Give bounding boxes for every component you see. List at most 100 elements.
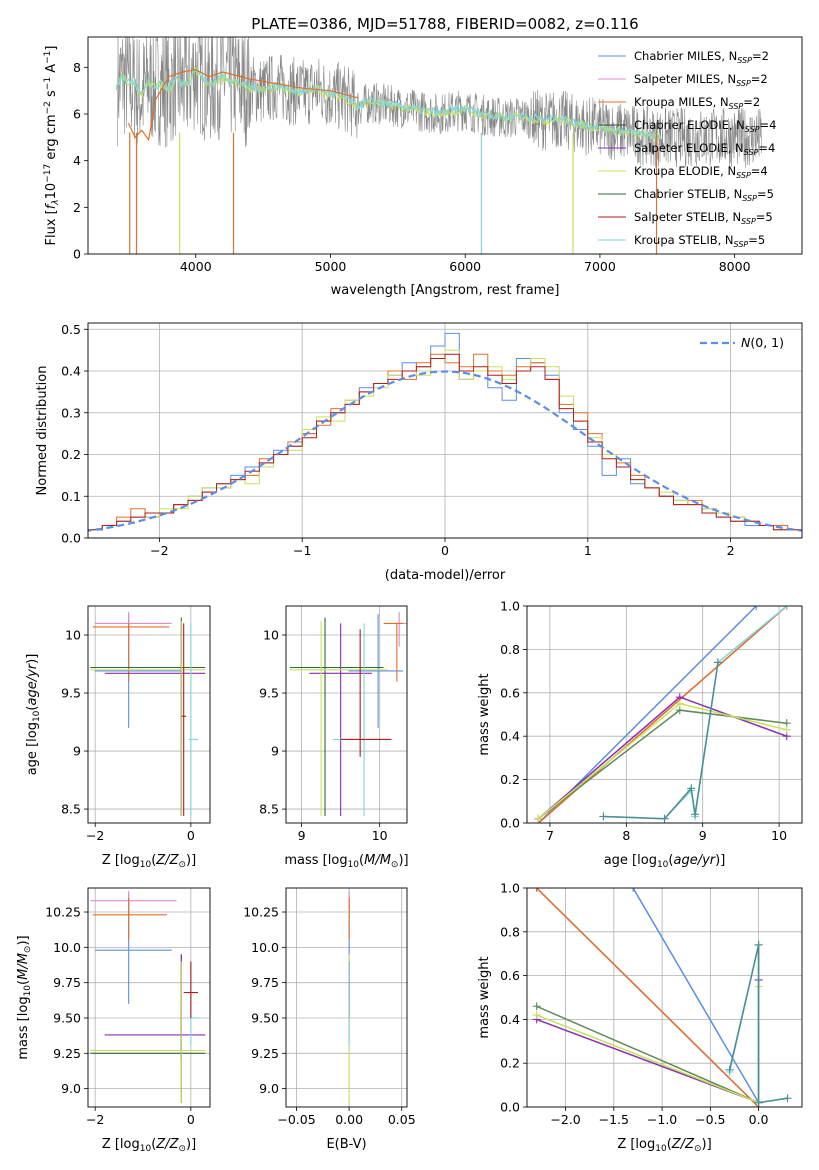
series-line [536,888,760,1107]
legend-text: Chabrier STELIB, N [634,187,742,201]
label-part: 10 [657,860,669,870]
plot-area [289,611,407,817]
label-part: erg cm [44,114,59,163]
spectrum-model-line [127,69,358,142]
label-part: ⊙ [178,1144,186,1154]
figure-title: PLATE=0386, MJD=51788, FIBERID=0082, z=0… [251,15,638,33]
label-part: 10 [348,860,360,870]
legend-entry: Salpeter MILES, NSSP=2 [634,72,768,88]
y-tick-label: 0.0 [500,1100,520,1115]
y-tick-label: 10 [263,628,279,643]
legend-sub: SSP [729,102,744,111]
legend-sub: SSP [737,56,752,65]
spectrum-model-line [115,68,662,142]
x-axis-label: (data-model)/error [385,568,506,583]
x-tick-label: 0.00 [335,1112,363,1127]
x-tick-label: 7 [546,828,554,843]
y-tick-label: 4 [73,153,81,168]
y-tick-label: 8.5 [259,802,279,817]
y-tick-label: 9 [271,744,279,759]
x-tick-label: 10 [771,828,787,843]
y-axis-label: Normed distribution [35,366,50,496]
legend-entry: Salpeter ELODIE, NSSP=4 [634,141,775,157]
label-part: ⊙ [178,860,186,870]
y-tick-label: 10.25 [45,905,81,920]
y-tick-label: 1.0 [500,881,520,896]
legend-entry: Chabrier STELIB, NSSP=5 [634,187,774,203]
y-tick-label: 10.25 [243,905,279,920]
legend-sub: SSP [734,240,749,249]
label-part: ⊙ [391,860,399,870]
gaussian-curve [88,370,802,532]
label-part: age/yr [673,853,716,868]
y-tick-label: 9.0 [61,1081,81,1096]
y-tick-label: 0.4 [61,364,81,379]
label-part: mass [log [16,996,31,1059]
label-part: mass [log [284,853,347,868]
label-part: age/yr [25,662,40,705]
legend-entry: Salpeter STELIB, NSSP=5 [634,210,773,226]
x-axis-label: age [log10(age/yr)] [604,853,726,870]
legend-sub: SSP [736,79,751,88]
legend-entry: Kroupa ELODIE, NSSP=4 [634,164,768,180]
label-part: Z [log [102,853,140,868]
legend-sub: SSP [741,217,756,226]
x-tick-label: 9 [298,828,306,843]
y-tick-label: 0.2 [61,447,81,462]
plot-area [534,606,791,823]
label-part: 10 [44,183,59,200]
label-part: −17 [43,164,53,183]
label-part: ⊙ [694,1144,702,1154]
y-axis-label: mass weight [477,956,492,1038]
series-marker [532,1011,541,1020]
x-tick-label: 0 [441,543,449,558]
series-marker [599,812,608,821]
y-tick-label: 0.1 [61,489,81,504]
series-marker [713,658,722,667]
panel-mass_vs_EBV: −0.05 0.00 0.05 9.0 9.25 9.50 9.75 10.0 10.25 E(B… [243,887,416,1152]
x-tick-label: −0.05 [277,1112,315,1127]
label-part: )] [398,853,408,868]
series-marker [754,940,763,949]
y-tick-label: 10.0 [251,940,279,955]
y-tick-label: 9.25 [53,1046,81,1061]
x-tick-label: 1 [584,543,592,558]
legend-entry: Kroupa STELIB, NSSP=5 [634,233,765,249]
legend-text: N [741,335,751,350]
x-tick-label: 2 [727,543,735,558]
x-tick-label: −2 [86,828,104,843]
label-part: 10 [32,710,42,722]
x-tick-label: 7000 [584,259,616,274]
axes-frame [526,605,803,824]
axes-frame [526,887,803,1108]
y-tick-label: 9.75 [53,975,81,990]
series-line [728,944,788,1104]
y-tick-label: 0.2 [500,772,520,787]
legend-text: =2 [751,72,768,86]
x-tick-label: 0 [187,1112,195,1127]
series-line [632,888,760,1103]
y-tick-label: 0.3 [61,405,81,420]
series-marker [660,814,669,823]
panel-massweight_vs_Z: −2.0 −1.5 −1.0 −0.5 0.0 0.0 0.2 0.4 0.6 0.8 1.0 Z [… [477,881,803,1154]
y-tick-label: 9.50 [53,1010,81,1025]
plot-area [90,890,206,1103]
y-tick-label: 0.4 [500,729,520,744]
y-tick-label: 0.5 [61,322,81,337]
y-tick-label: 0.8 [500,924,520,939]
series-marker [782,725,791,734]
y-tick-label: 0.2 [500,1056,520,1071]
legend-sub: SSP [742,194,757,203]
y-tick-label: 0.4 [500,1012,520,1027]
legend-text: Salpeter STELIB, N [634,210,741,224]
plot-area [88,332,802,532]
y-axis-label: age [log10(age/yr)] [25,654,42,776]
legend-entry: Chabrier ELODIE, NSSP=4 [634,118,776,134]
y-axis-label: mass weight [477,673,492,755]
label-part: f [44,202,59,209]
series-marker [752,606,761,610]
